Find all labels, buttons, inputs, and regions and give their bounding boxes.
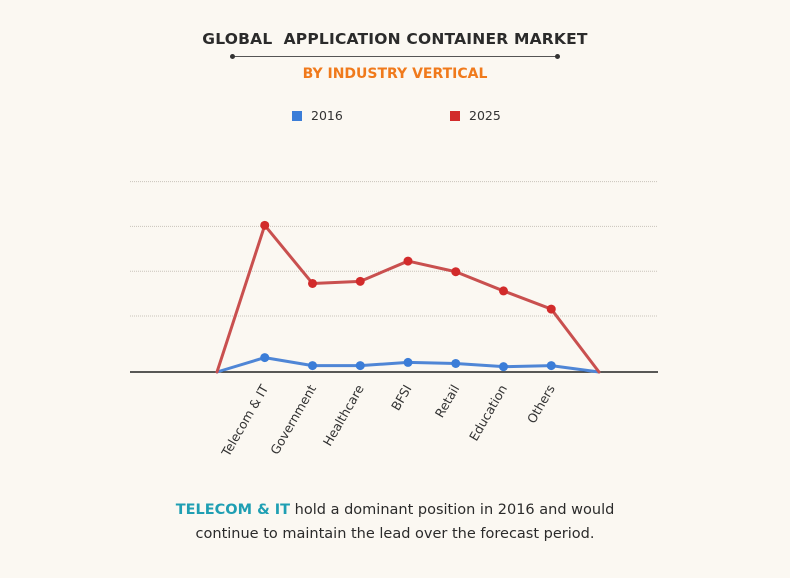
data-point-2016-6 bbox=[546, 361, 556, 371]
data-point-2025-0 bbox=[260, 220, 270, 230]
data-point-2025-6 bbox=[546, 304, 556, 314]
category-label-2: Healthcare bbox=[320, 382, 367, 449]
category-label-4: Retail bbox=[432, 382, 463, 420]
legend-item-2016: 2016 bbox=[292, 108, 343, 123]
category-label-3: BFSI bbox=[388, 382, 415, 413]
category-label-6: Others bbox=[524, 382, 558, 426]
legend-label-2016: 2016 bbox=[311, 108, 343, 123]
data-point-2025-2 bbox=[355, 276, 365, 286]
legend-swatch-2016 bbox=[292, 110, 302, 121]
title-underline-right-dot bbox=[555, 54, 560, 59]
category-label-0: Telecom & IT bbox=[218, 382, 272, 460]
data-point-2016-5 bbox=[499, 362, 508, 372]
category-label-5: Education bbox=[466, 382, 510, 443]
footnote-highlight: TELECOM & IT bbox=[175, 502, 291, 518]
data-point-2025-1 bbox=[308, 278, 317, 288]
data-point-2016-3 bbox=[403, 357, 413, 367]
footnote-line2: continue to maintain the lead over the f… bbox=[195, 526, 595, 542]
legend-label-2025: 2025 bbox=[469, 108, 501, 123]
data-point-2025-5 bbox=[499, 286, 508, 296]
category-label-1: Government bbox=[267, 382, 319, 457]
data-point-2016-1 bbox=[308, 361, 317, 371]
title-underline bbox=[230, 54, 560, 59]
data-point-2016-0 bbox=[260, 353, 270, 363]
series-line-2025 bbox=[215, 223, 601, 374]
chart-title: GLOBAL APPLICATION CONTAINER MARKET bbox=[202, 30, 588, 48]
data-point-2025-4 bbox=[451, 267, 461, 277]
data-point-2025-3 bbox=[403, 256, 413, 266]
title-underline-left-dot bbox=[230, 54, 235, 59]
legend-item-2025: 2025 bbox=[450, 108, 501, 123]
footnote: TELECOM & IT hold a dominant position in… bbox=[0, 498, 790, 546]
data-point-2016-4 bbox=[451, 358, 461, 368]
chart-subtitle: BY INDUSTRY VERTICAL bbox=[302, 66, 488, 82]
footnote-line1: hold a dominant position in 2016 and wou… bbox=[290, 502, 615, 518]
data-point-2016-2 bbox=[355, 361, 365, 371]
legend-swatch-2025 bbox=[450, 110, 460, 121]
